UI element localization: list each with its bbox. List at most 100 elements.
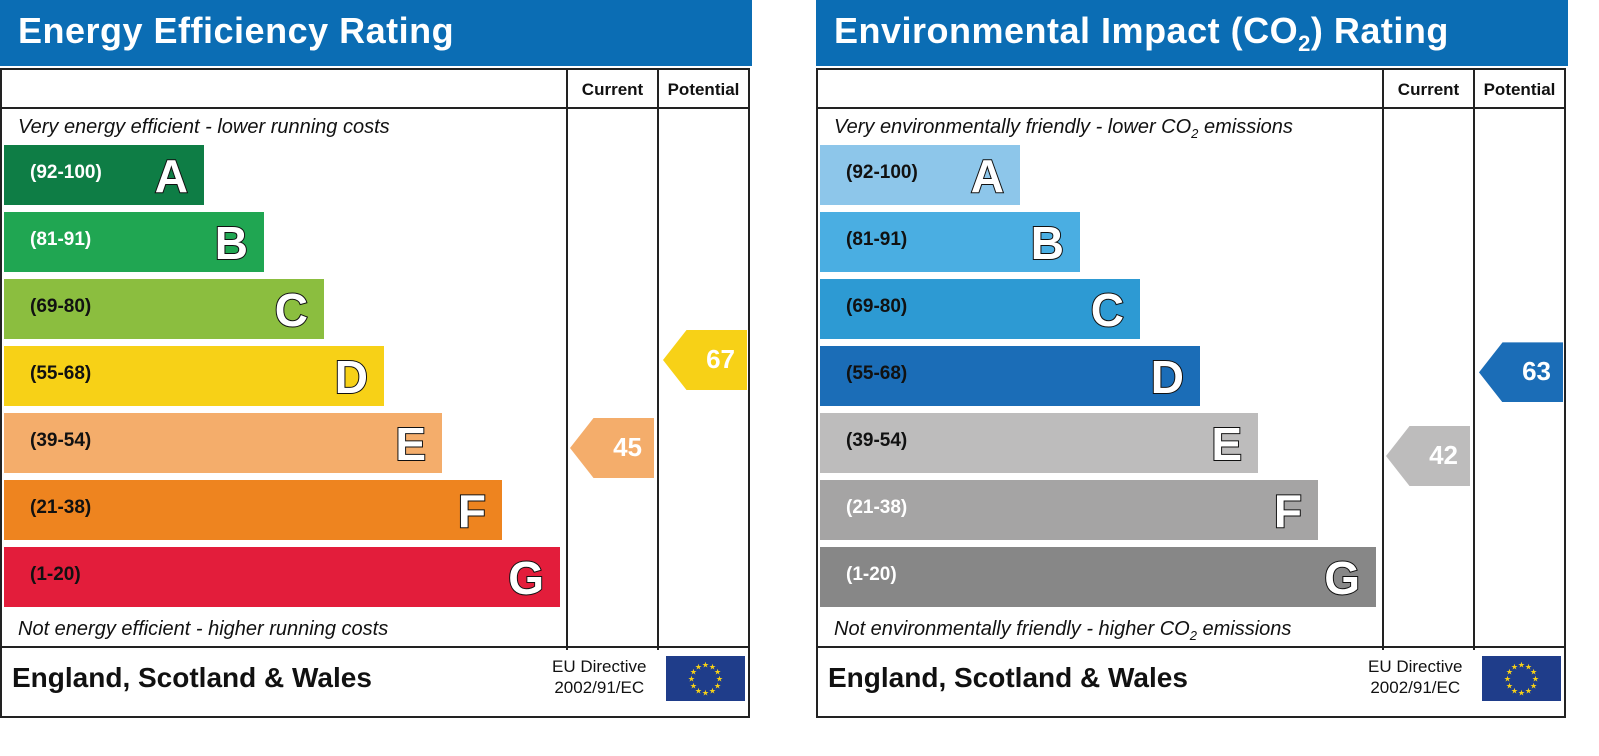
band-range-label: (1-20)	[30, 564, 81, 585]
band-range-label: (21-38)	[846, 497, 908, 518]
eu-star-icon: ★	[702, 689, 709, 698]
eu-star-icon: ★	[1530, 682, 1537, 691]
eu-star-icon: ★	[695, 662, 702, 671]
band-letter: C	[274, 283, 309, 337]
footer-divider	[2, 646, 748, 648]
band-range-label: (39-54)	[30, 430, 92, 451]
directive-line-2: 2002/91/EC	[554, 678, 645, 697]
chart-frame: Current Potential Very environmentally f…	[816, 68, 1566, 718]
environmental-impact-chart: Environmental Impact (CO2) Rating Curren…	[816, 0, 1568, 720]
header-divider	[818, 107, 1564, 109]
band-b: (81-91) B	[820, 212, 1080, 272]
band-a: (92-100) A	[4, 145, 204, 205]
eu-star-icon: ★	[1506, 668, 1513, 677]
band-letter: B	[214, 216, 249, 270]
eu-star-icon: ★	[1525, 687, 1532, 696]
eu-star-icon: ★	[714, 668, 721, 677]
eu-star-icon: ★	[1530, 668, 1537, 677]
band-letter: C	[1090, 283, 1125, 337]
eu-star-icon: ★	[690, 682, 697, 691]
band-range-label: (92-100)	[846, 162, 918, 183]
potential-rating-arrow: 63	[1479, 342, 1563, 403]
band-g: (1-20) G	[820, 547, 1376, 607]
band-letter: B	[1030, 216, 1065, 270]
band-range-label: (55-68)	[30, 363, 92, 384]
band-f: (21-38) F	[4, 480, 502, 540]
eu-star-icon: ★	[1518, 689, 1525, 698]
energy-efficiency-chart: Energy Efficiency Rating Current Potenti…	[0, 0, 752, 720]
band-range-label: (55-68)	[846, 363, 908, 384]
band-letter: D	[1150, 350, 1185, 404]
eu-directive: EU Directive 2002/91/EC	[552, 656, 646, 698]
chart-frame: Current Potential Very energy efficient …	[0, 68, 750, 718]
eu-star-icon: ★	[702, 661, 709, 670]
band-range-label: (39-54)	[846, 430, 908, 451]
potential-column-divider	[1473, 70, 1475, 650]
header-divider	[2, 107, 748, 109]
current-rating-arrow: 42	[1386, 426, 1470, 487]
potential-rating-arrow: 67	[663, 329, 747, 390]
potential-column-divider	[657, 70, 659, 650]
footer-divider	[818, 646, 1564, 648]
eu-directive: EU Directive 2002/91/EC	[1368, 656, 1462, 698]
band-a: (92-100) A	[820, 145, 1020, 205]
band-letter: F	[457, 484, 487, 538]
eu-star-icon: ★	[690, 668, 697, 677]
directive-line-1: EU Directive	[552, 657, 647, 676]
band-range-label: (21-38)	[30, 497, 92, 518]
eu-star-icon: ★	[695, 687, 702, 696]
band-e: (39-54) E	[4, 413, 442, 473]
eu-star-icon: ★	[1532, 675, 1539, 684]
top-caption: Very energy efficient - lower running co…	[18, 116, 390, 138]
region-label: England, Scotland & Wales	[828, 662, 1188, 693]
band-range-label: (81-91)	[30, 229, 92, 250]
potential-rating-value: 63	[1522, 356, 1551, 387]
potential-column-header: Potential	[667, 80, 740, 99]
bottom-caption: Not environmentally friendly - higher CO…	[834, 618, 1292, 643]
band-letter: G	[1323, 551, 1361, 605]
band-d: (55-68) D	[820, 346, 1200, 406]
band-letter: G	[507, 551, 545, 605]
band-range-label: (69-80)	[30, 296, 92, 317]
potential-column-header: Potential	[1483, 80, 1556, 99]
current-rating-arrow: 45	[570, 418, 654, 479]
eu-star-icon: ★	[688, 675, 695, 684]
band-e: (39-54) E	[820, 413, 1258, 473]
band-letter: A	[970, 149, 1005, 203]
directive-line-1: EU Directive	[1368, 657, 1463, 676]
band-range-label: (92-100)	[30, 162, 102, 183]
band-d: (55-68) D	[4, 346, 384, 406]
region-label: England, Scotland & Wales	[12, 662, 372, 693]
band-f: (21-38) F	[820, 480, 1318, 540]
current-rating-value: 45	[613, 432, 642, 463]
band-range-label: (69-80)	[846, 296, 908, 317]
band-letter: E	[394, 417, 427, 471]
band-g: (1-20) G	[4, 547, 560, 607]
eu-flag-icon: ★ ★ ★ ★ ★ ★ ★ ★ ★ ★ ★ ★	[666, 656, 745, 701]
chart-title: Energy Efficiency Rating	[18, 10, 455, 51]
current-rating-value: 42	[1429, 440, 1458, 471]
band-letter: D	[334, 350, 369, 404]
band-letter: F	[1273, 484, 1303, 538]
eu-star-icon: ★	[1506, 682, 1513, 691]
band-c: (69-80) C	[820, 279, 1140, 339]
current-column-header: Current	[1397, 80, 1460, 99]
eu-star-icon: ★	[1504, 675, 1511, 684]
band-range-label: (81-91)	[846, 229, 908, 250]
band-letter: A	[154, 149, 189, 203]
directive-line-2: 2002/91/EC	[1370, 678, 1461, 697]
current-column-divider	[566, 70, 568, 650]
band-range-label: (1-20)	[846, 564, 897, 585]
eu-star-icon: ★	[1518, 661, 1525, 670]
band-letter: E	[1210, 417, 1243, 471]
eu-star-icon: ★	[1525, 662, 1532, 671]
current-column-header: Current	[581, 80, 644, 99]
eu-star-icon: ★	[709, 687, 716, 696]
current-column-divider	[1382, 70, 1384, 650]
chart-title: Environmental Impact (CO2) Rating	[834, 10, 1449, 57]
eu-star-icon: ★	[709, 662, 716, 671]
eu-star-icon: ★	[1511, 687, 1518, 696]
chart-title-banner: Energy Efficiency Rating	[0, 0, 752, 66]
eu-star-icon: ★	[1511, 662, 1518, 671]
top-caption: Very environmentally friendly - lower CO…	[834, 116, 1293, 141]
